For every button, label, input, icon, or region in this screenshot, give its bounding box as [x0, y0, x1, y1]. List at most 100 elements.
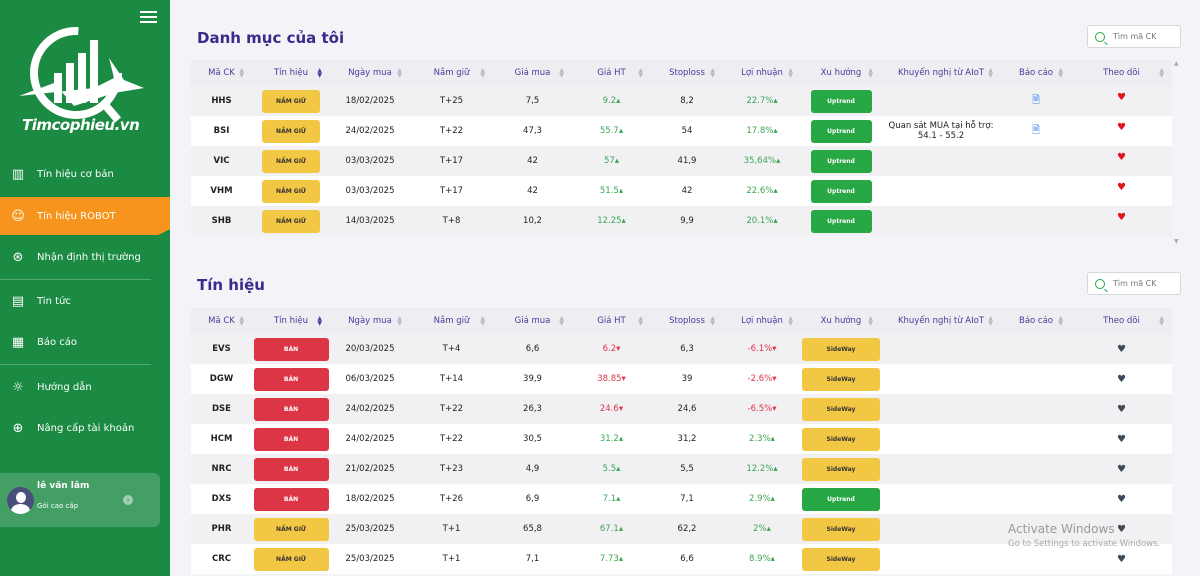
table-row[interactable]: DGW BÁN 06/03/2025 T+14 39,9 38.85▾ 39 -…	[191, 364, 1172, 394]
heart-icon[interactable]: ♥	[1117, 463, 1126, 475]
sidebar-item-3[interactable]: ▤ Tin tức	[0, 282, 170, 320]
sort-icon[interactable]: ▲ ▼	[559, 67, 564, 79]
column-header[interactable]: Báo cáo ▲ ▼	[1001, 308, 1071, 334]
table-row[interactable]: HHS NẮM GIỮ 18/02/2025 T+25 7,5 9.2▴ 8,2…	[191, 86, 1172, 116]
ticker[interactable]: EVS	[191, 334, 252, 364]
table-row[interactable]: CRC NẮM GIỮ 25/03/2025 T+1 7,1 7.73▴ 6,6…	[191, 544, 1172, 574]
heart-icon[interactable]: ♥	[1117, 493, 1126, 505]
table-row[interactable]: SHB NẮM GIỮ 14/03/2025 T+8 10,2 12.25▴ 9…	[191, 206, 1172, 236]
column-header[interactable]: Giá mua ▲ ▼	[493, 60, 572, 86]
sort-icon[interactable]: ▲ ▼	[868, 67, 873, 79]
column-header[interactable]: Mã CK ▲ ▼	[191, 60, 252, 86]
ticker[interactable]: PHR	[191, 514, 252, 544]
sort-icon[interactable]: ▲ ▼	[317, 315, 322, 327]
column-header[interactable]: Giá HT ▲ ▼	[572, 308, 651, 334]
table-row[interactable]: DXS BÁN 18/02/2025 T+26 6,9 7.1▴ 7,1 2.9…	[191, 484, 1172, 514]
sort-icon[interactable]: ▲ ▼	[1159, 315, 1164, 327]
table-row[interactable]: BSI NẮM GIỮ 24/02/2025 T+22 47,3 55.7▴ 5…	[191, 116, 1172, 146]
sort-icon[interactable]: ▲ ▼	[988, 67, 993, 79]
scrollbar[interactable]: ▲ ▼	[1174, 60, 1179, 245]
column-header[interactable]: Lợi nhuận ▲ ▼	[723, 308, 801, 334]
sort-icon[interactable]: ▲ ▼	[239, 315, 244, 327]
heart-icon[interactable]: ♥	[1117, 433, 1126, 445]
sort-icon[interactable]: ▲ ▼	[788, 315, 793, 327]
column-header[interactable]: Mã CK ▲ ▼	[191, 308, 252, 334]
column-header[interactable]: Lợi nhuận ▲ ▼	[723, 60, 801, 86]
ticker[interactable]: NRC	[191, 454, 252, 484]
heart-icon[interactable]: ♥	[1117, 553, 1126, 565]
sort-icon[interactable]: ▲ ▼	[1058, 67, 1063, 79]
column-header[interactable]: Tín hiệu ▲ ▼	[252, 60, 330, 86]
sidebar-item-4[interactable]: ▦ Báo cáo	[0, 323, 170, 361]
ticker[interactable]: HHS	[191, 86, 252, 116]
column-header[interactable]: Tín hiệu ▲ ▼	[252, 308, 330, 334]
column-header[interactable]: Theo dõi ▲ ▼	[1071, 60, 1172, 86]
heart-icon[interactable]: ♥	[1117, 152, 1126, 163]
portfolio-search-input[interactable]: Tìm mã CK	[1087, 25, 1181, 48]
heart-icon[interactable]: ♥	[1117, 182, 1126, 193]
sidebar-item-1[interactable]: ☺ Tín hiệu ROBOT	[0, 197, 170, 235]
heart-icon[interactable]: ♥	[1117, 92, 1126, 103]
ticker[interactable]: HCM	[191, 424, 252, 454]
column-header[interactable]: Giá mua ▲ ▼	[493, 308, 572, 334]
menu-icon[interactable]	[140, 11, 157, 23]
signals-search-input[interactable]: Tìm mã CK	[1087, 272, 1181, 295]
ticker[interactable]: CRC	[191, 544, 252, 574]
table-row[interactable]: PHR NẮM GIỮ 25/03/2025 T+1 65,8 67.1▴ 62…	[191, 514, 1172, 544]
table-row[interactable]: VHM NẮM GIỮ 03/03/2025 T+17 42 51.5▴ 42 …	[191, 176, 1172, 206]
sort-icon[interactable]: ▲ ▼	[638, 67, 643, 79]
heart-icon[interactable]: ♥	[1117, 403, 1126, 415]
document-icon[interactable]: 🗎	[1031, 94, 1041, 106]
sort-icon[interactable]: ▲ ▼	[397, 315, 402, 327]
table-row[interactable]: EVS BÁN 20/03/2025 T+4 6,6 6.2▾ 6,3 -6.1…	[191, 334, 1172, 364]
sort-icon[interactable]: ▲ ▼	[868, 315, 873, 327]
ticker[interactable]: VIC	[191, 146, 252, 176]
user-card[interactable]: lê văn lâm Gói cao cấp ›	[0, 473, 160, 527]
ticker[interactable]: DSE	[191, 394, 252, 424]
sidebar-item-5[interactable]: ☼ Hướng dẫn	[0, 368, 170, 406]
column-header[interactable]: Giá HT ▲ ▼	[572, 60, 651, 86]
sort-icon[interactable]: ▲ ▼	[710, 67, 715, 79]
sort-icon[interactable]: ▲ ▼	[1058, 315, 1063, 327]
heart-icon[interactable]: ♥	[1117, 212, 1126, 223]
sort-icon[interactable]: ▲ ▼	[239, 67, 244, 79]
column-header[interactable]: Theo dõi ▲ ▼	[1071, 308, 1172, 334]
sort-icon[interactable]: ▲ ▼	[480, 67, 485, 79]
column-header[interactable]: Khuyến nghị từ AIoT ▲ ▼	[881, 308, 1001, 334]
table-row[interactable]: VIC NẮM GIỮ 03/03/2025 T+17 42 57▴ 41,9 …	[191, 146, 1172, 176]
sidebar-item-6[interactable]: ⊕ Nâng cấp tài khoản	[0, 409, 170, 447]
sort-icon[interactable]: ▲ ▼	[638, 315, 643, 327]
column-header[interactable]: Ngày mua ▲ ▼	[330, 308, 410, 334]
heart-icon[interactable]: ♥	[1117, 343, 1126, 355]
chevron-right-icon[interactable]: ›	[123, 495, 133, 505]
column-header[interactable]: Nắm giữ ▲ ▼	[410, 308, 493, 334]
ticker[interactable]: SHB	[191, 206, 252, 236]
table-row[interactable]: HCM BÁN 24/02/2025 T+22 30,5 31.2▴ 31,2 …	[191, 424, 1172, 454]
sort-icon[interactable]: ▲ ▼	[559, 315, 564, 327]
sort-icon[interactable]: ▲ ▼	[480, 315, 485, 327]
heart-icon[interactable]: ♥	[1117, 122, 1126, 133]
sidebar-item-2[interactable]: ⊛ Nhận định thị trường	[0, 238, 170, 276]
table-row[interactable]: DSE BÁN 24/02/2025 T+22 26,3 24.6▾ 24,6 …	[191, 394, 1172, 424]
sort-icon[interactable]: ▲ ▼	[788, 67, 793, 79]
heart-icon[interactable]: ♥	[1117, 523, 1126, 535]
table-row[interactable]: NRC BÁN 21/02/2025 T+23 4,9 5.5▴ 5,5 12.…	[191, 454, 1172, 484]
sort-icon[interactable]: ▲ ▼	[710, 315, 715, 327]
sort-icon[interactable]: ▲ ▼	[988, 315, 993, 327]
heart-icon[interactable]: ♥	[1117, 373, 1126, 385]
column-header[interactable]: Xu hướng ▲ ▼	[801, 308, 881, 334]
ticker[interactable]: VHM	[191, 176, 252, 206]
ticker[interactable]: DXS	[191, 484, 252, 514]
ticker[interactable]: DGW	[191, 364, 252, 394]
column-header[interactable]: Khuyến nghị từ AIoT ▲ ▼	[881, 60, 1001, 86]
ticker[interactable]: BSI	[191, 116, 252, 146]
column-header[interactable]: Xu hướng ▲ ▼	[801, 60, 881, 86]
sort-icon[interactable]: ▲ ▼	[397, 67, 402, 79]
column-header[interactable]: Stoploss ▲ ▼	[651, 308, 723, 334]
column-header[interactable]: Stoploss ▲ ▼	[651, 60, 723, 86]
column-header[interactable]: Nắm giữ ▲ ▼	[410, 60, 493, 86]
column-header[interactable]: Ngày mua ▲ ▼	[330, 60, 410, 86]
sort-icon[interactable]: ▲ ▼	[1159, 67, 1164, 79]
sidebar-item-0[interactable]: ▥ Tín hiệu cơ bản	[0, 155, 170, 193]
column-header[interactable]: Báo cáo ▲ ▼	[1001, 60, 1071, 86]
